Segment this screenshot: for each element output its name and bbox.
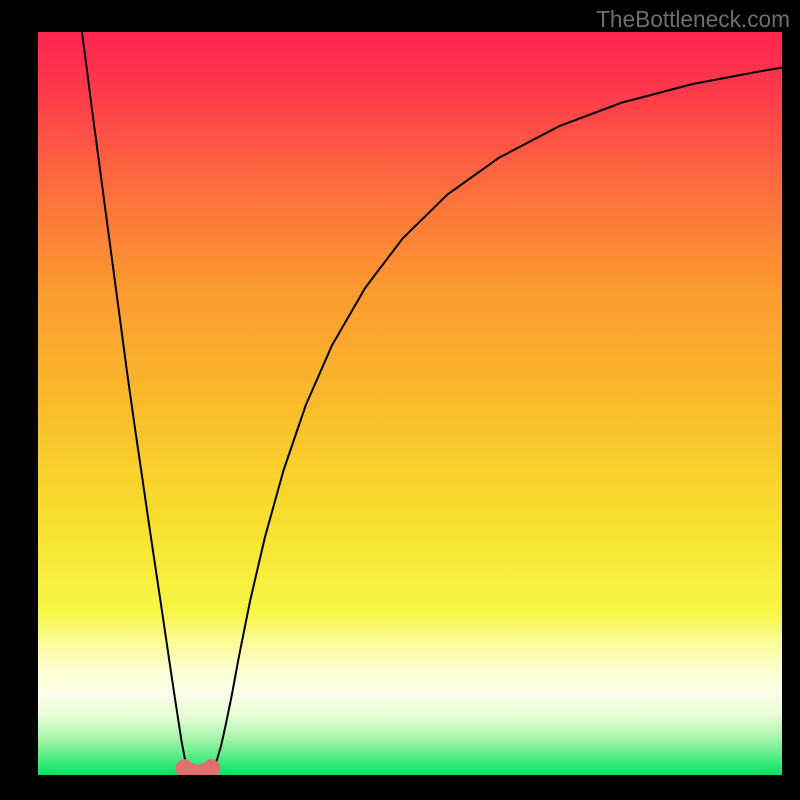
watermark-text: TheBottleneck.com <box>596 6 790 33</box>
chart-stage: TheBottleneck.com <box>0 0 800 800</box>
plot-background <box>38 32 782 775</box>
chart-svg <box>0 0 800 800</box>
minimum-marker-3 <box>202 759 220 777</box>
